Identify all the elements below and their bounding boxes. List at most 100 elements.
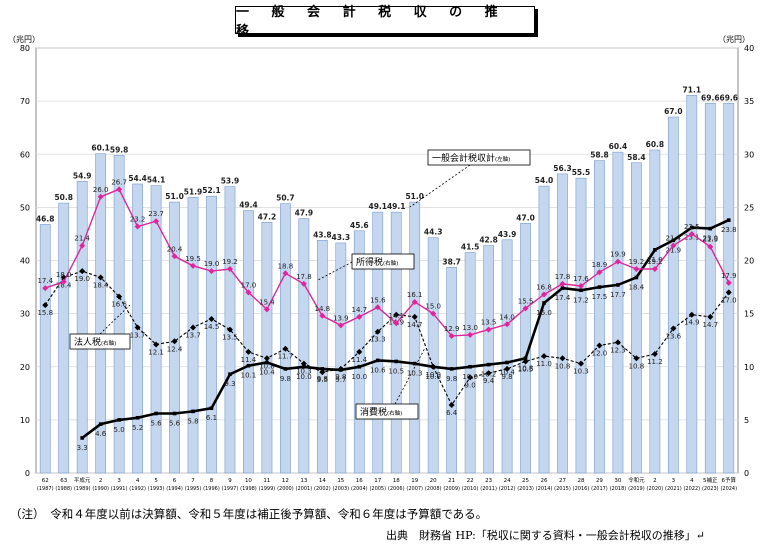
legend-consumption-tax-box (355, 403, 419, 420)
income-tax-data-label: 16.8 (536, 284, 552, 292)
consumption-tax-data-label: 17.2 (573, 296, 589, 304)
x-tick-year: (2003) (332, 486, 349, 492)
x-tick-year: (2011) (480, 486, 497, 492)
revenue-bar-label: 60.1 (91, 144, 110, 153)
consumption-tax-point (412, 361, 417, 366)
consumption-tax-point (671, 238, 676, 243)
income-tax-point (60, 278, 67, 285)
revenue-bar-label: 51.9 (184, 187, 203, 196)
corporate-tax-point (282, 345, 289, 352)
revenue-bar (169, 201, 180, 474)
consumption-tax-point (431, 364, 435, 369)
legend-income-tax-text: 所得税 (356, 256, 383, 268)
consumption-tax-point (283, 367, 288, 371)
right-tick-label: 15 (744, 310, 754, 319)
right-tick-label: 40 (744, 44, 754, 53)
revenue-bar (427, 237, 439, 474)
corporate-tax-point (707, 313, 714, 320)
income-tax-point (319, 312, 326, 319)
revenue-bar-label: 56.3 (553, 164, 572, 173)
consumption-tax-point (523, 356, 528, 361)
corporate-tax-data-label: 10.0 (425, 371, 441, 379)
consumption-tax-data-label: 9.7 (335, 376, 346, 384)
consumption-tax-data-label: 17.7 (610, 291, 626, 299)
corporate-tax-data-label: 12.0 (592, 350, 608, 358)
income-tax-data-label: 17.9 (721, 272, 737, 280)
consumption-tax-data-label: 10.0 (462, 373, 478, 381)
x-tick-era: 4 (136, 478, 140, 484)
corporate-tax-data-label: 15.8 (37, 309, 53, 317)
income-tax-data-label: 14.0 (499, 313, 515, 321)
income-tax-data-label: 14.1 (388, 312, 404, 320)
revenue-bar-label: 45.6 (350, 221, 369, 230)
consumption-tax-data-label: 17.4 (555, 294, 571, 302)
x-tick-year: (2013) (517, 486, 534, 492)
left-tick-label: 50 (20, 203, 30, 212)
revenue-bar (594, 160, 605, 474)
revenue-bar-label: 44.3 (424, 228, 443, 237)
income-tax-point (614, 258, 621, 265)
x-tick-year: (2015) (554, 486, 571, 492)
income-tax-point (171, 253, 178, 260)
left-tick-label: 40 (20, 257, 30, 266)
income-tax-point (153, 218, 160, 225)
corporate-tax-data-label: 14.9 (684, 319, 700, 327)
consumption-tax-data-label: 21.0 (647, 256, 663, 264)
right-tick-label: 35 (744, 97, 754, 106)
income-tax-point (522, 305, 529, 312)
revenue-bar-label: 46.8 (36, 214, 55, 223)
corporate-tax-data-label: 13.7 (185, 331, 201, 339)
revenue-bar-label: 47.2 (258, 212, 277, 221)
legend-corporate-tax-leader (99, 304, 131, 335)
x-tick-era: 14 (319, 478, 326, 484)
legend-income-tax-box (351, 253, 415, 270)
x-tick-era: 22 (467, 478, 474, 484)
income-tax-data-label: 22.5 (684, 223, 700, 231)
revenue-bar (464, 252, 476, 474)
income-tax-data-label: 23.7 (148, 210, 164, 218)
legend-corporate-tax-text: 法人税 (74, 336, 101, 348)
consumption-tax-data-label: 10.2 (481, 371, 497, 379)
consumption-tax-point (505, 360, 509, 365)
x-tick-era: 5 (154, 478, 158, 484)
consumption-tax-data-label: 9.8 (446, 375, 457, 383)
revenue-bar (501, 239, 513, 474)
consumption-tax-data-label: 10.6 (370, 366, 386, 374)
income-tax-data-label: 17.6 (573, 275, 589, 283)
left-tick-label: 10 (20, 416, 30, 425)
x-tick-year: (1991) (111, 486, 128, 492)
corporate-tax-data-label: 12.1 (148, 348, 164, 356)
revenue-bar (372, 211, 384, 474)
x-tick-year: (1992) (129, 486, 146, 492)
consumption-tax-data-label: 9.8 (317, 375, 328, 383)
x-tick-era: 13 (300, 478, 307, 484)
income-tax-data-label: 15.0 (425, 303, 441, 311)
consumption-tax-point (135, 415, 140, 420)
income-tax-point (374, 304, 381, 311)
left-tick-label: 30 (20, 310, 30, 319)
corporate-tax-point (485, 370, 492, 377)
corporate-tax-data-label: 13.3 (370, 336, 386, 344)
revenue-bar (206, 195, 217, 474)
x-tick-year: (2008) (425, 486, 442, 492)
corporate-tax-point (559, 355, 566, 362)
revenue-bar (261, 221, 273, 474)
corporate-tax-point (577, 360, 584, 367)
revenue-bar-label: 49.1 (387, 202, 406, 211)
corporate-tax-point (263, 355, 270, 362)
x-tick-era: 平成元 (74, 476, 91, 484)
revenue-bar-label: 60.8 (646, 140, 665, 149)
x-tick-year: (2004) (351, 486, 368, 492)
revenue-bar-label: 51.0 (165, 192, 184, 201)
revenue-bar-label: 50.8 (54, 193, 73, 202)
revenue-bar (483, 245, 494, 474)
corporate-tax-point (245, 348, 252, 355)
revenue-bar (723, 102, 735, 474)
income-tax-data-label: 19.0 (204, 260, 220, 268)
x-tick-year: (2016) (573, 486, 590, 492)
income-tax-point (411, 298, 418, 305)
consumption-tax-point (320, 367, 325, 371)
corporate-tax-data-label: 11.0 (536, 360, 552, 368)
revenue-bar-label: 67.0 (664, 107, 683, 116)
income-tax-data-label: 17.8 (296, 273, 312, 281)
